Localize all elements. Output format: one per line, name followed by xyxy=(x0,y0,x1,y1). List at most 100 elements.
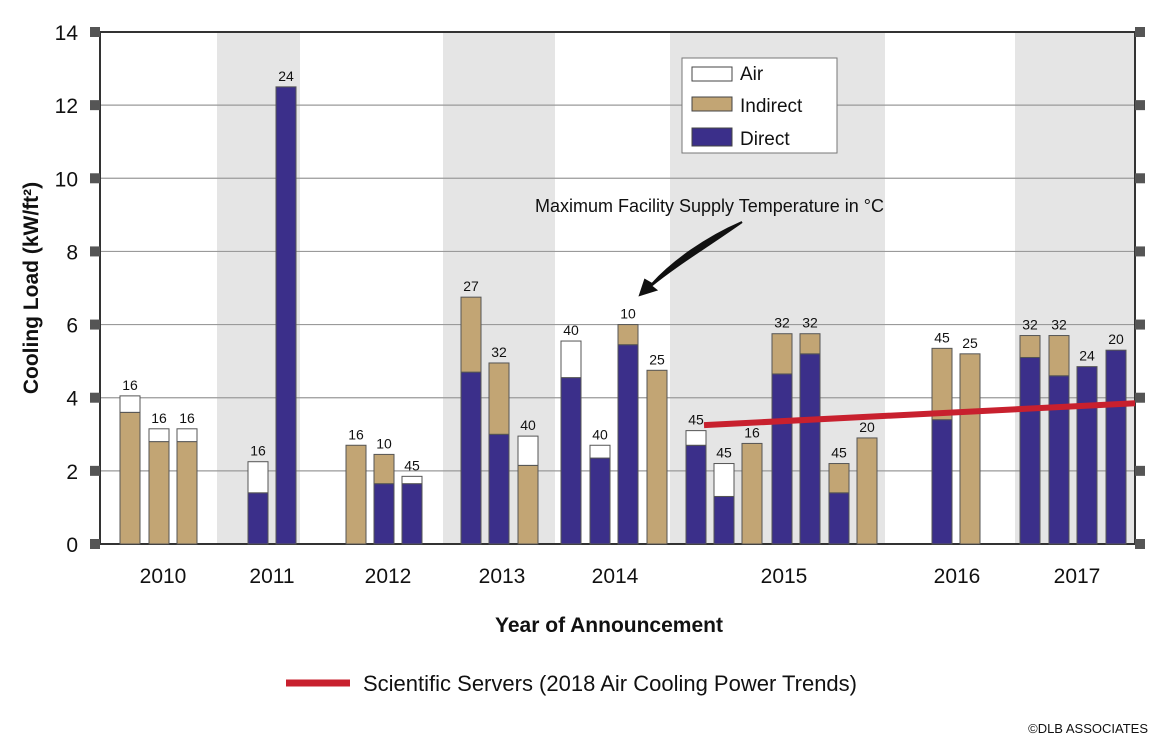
frame-tick-left xyxy=(90,539,100,549)
bar-data-label: 24 xyxy=(1079,348,1095,364)
bar-air-segment xyxy=(148,428,170,443)
bar-indirect-segment xyxy=(148,441,170,545)
y-axis-title: Cooling Load (kW/ft²) xyxy=(20,182,43,394)
bar-data-label: 20 xyxy=(1108,331,1124,347)
bar-data-label: 16 xyxy=(122,377,138,393)
bar-direct-segment xyxy=(799,353,821,545)
bar-data-label: 10 xyxy=(620,306,636,322)
bar-data-label: 32 xyxy=(491,344,507,360)
bar-direct-segment xyxy=(1048,375,1070,545)
y-tick-label: 8 xyxy=(66,241,78,264)
frame-tick-left xyxy=(90,100,100,111)
bar-data-label: 40 xyxy=(563,322,579,338)
x-tick-label: 2015 xyxy=(761,565,808,588)
x-tick-label: 2010 xyxy=(140,565,187,588)
bar-direct-segment xyxy=(589,457,611,545)
bar-air-segment xyxy=(517,435,539,466)
legend: Air Indirect Direct xyxy=(681,57,838,154)
bar-data-label: 27 xyxy=(463,278,479,294)
bar-indirect-segment xyxy=(856,437,878,545)
bar-indirect-segment xyxy=(517,464,539,545)
y-tick-label: 2 xyxy=(66,461,78,484)
y-tick-label: 14 xyxy=(55,22,79,45)
bar-data-label: 40 xyxy=(592,426,608,442)
bar-data-label: 16 xyxy=(744,424,760,440)
bar-data-label: 45 xyxy=(716,445,732,461)
bar-data-label: 32 xyxy=(802,315,818,331)
x-tick-label: 2016 xyxy=(934,565,981,588)
bar-data-label: 16 xyxy=(348,426,364,442)
frame-tick-right xyxy=(1135,246,1145,257)
bar-indirect-segment xyxy=(828,463,850,494)
y-tick-label: 4 xyxy=(66,388,78,411)
year-labels: 2010 2011 2012 2013 2014 2015 2016 2017 xyxy=(140,565,1101,588)
legend-swatch-indirect xyxy=(691,96,733,112)
bar-direct-segment xyxy=(488,433,510,545)
bar-indirect-segment xyxy=(119,411,141,545)
frame-tick-right xyxy=(1135,392,1145,403)
bar-air-segment xyxy=(247,461,269,494)
bar-direct-segment xyxy=(560,377,582,545)
bar-direct-segment xyxy=(373,483,395,545)
x-tick-label: 2017 xyxy=(1054,565,1101,588)
y-tick-label: 0 xyxy=(66,534,78,557)
bar-indirect-segment xyxy=(771,333,793,375)
annotation-text: Maximum Facility Supply Temperature in °… xyxy=(535,196,884,216)
frame-tick-right xyxy=(1135,27,1145,37)
bar-indirect-segment xyxy=(176,441,198,545)
bar-data-label: 45 xyxy=(831,445,847,461)
trend-line xyxy=(703,400,1136,429)
bar-data-label: 45 xyxy=(934,329,950,345)
bar-indirect-segment xyxy=(1019,335,1041,358)
bar-data-label: 32 xyxy=(774,315,790,331)
bar-indirect-segment xyxy=(799,333,821,355)
bar-data-label: 16 xyxy=(250,443,266,459)
x-tick-label: 2013 xyxy=(479,565,526,588)
bar-direct-segment xyxy=(275,86,297,545)
frame-tick-left xyxy=(90,319,100,330)
bar-air-segment xyxy=(560,340,582,379)
bar-indirect-segment xyxy=(488,362,510,435)
bar-data-label: 32 xyxy=(1051,317,1067,333)
bar-direct-segment xyxy=(460,371,482,545)
bar-indirect-segment xyxy=(345,444,367,545)
bar-data-label: 25 xyxy=(962,335,978,351)
bar-indirect-segment xyxy=(741,442,763,545)
bar-air-segment xyxy=(176,428,198,443)
frame-tick-left xyxy=(90,465,100,476)
bar-indirect-segment xyxy=(646,369,668,545)
bar-data-label: 32 xyxy=(1022,317,1038,333)
frame-tick-left xyxy=(90,173,100,184)
bar-indirect-segment xyxy=(959,353,981,545)
bar-air-segment xyxy=(589,444,611,459)
frame-tick-left xyxy=(90,27,100,37)
legend-label-indirect: Indirect xyxy=(740,96,803,117)
bar-air-segment xyxy=(685,430,707,446)
bar-data-label: 45 xyxy=(404,457,420,473)
y-tick-label: 12 xyxy=(55,95,78,118)
legend-swatch-direct xyxy=(691,127,733,147)
bar-air-segment xyxy=(119,395,141,413)
bar-labels: 16 16 16 16 24 16 10 45 27 32 40 40 40 10 25 45 45 16 32 32… xyxy=(122,68,1124,473)
legend-label-direct: Direct xyxy=(740,129,790,150)
bar-direct-segment xyxy=(771,373,793,545)
trend-legend-label: Scientific Servers (2018 Air Cooling Pow… xyxy=(363,671,857,696)
bar-indirect-segment xyxy=(1048,335,1070,377)
y-tick-label: 10 xyxy=(55,168,78,191)
bar-air-segment xyxy=(713,463,735,497)
legend-swatch-air xyxy=(691,66,733,82)
bar-direct-segment xyxy=(685,444,707,545)
bar-direct-segment xyxy=(401,483,423,545)
bar-direct-segment xyxy=(931,419,953,545)
bar-direct-segment xyxy=(1019,356,1041,545)
bar-direct-segment xyxy=(247,492,269,545)
bar-direct-segment xyxy=(1076,366,1098,545)
frame-ticks xyxy=(90,27,1145,549)
bar-air-segment xyxy=(401,475,423,485)
bar-data-label: 25 xyxy=(649,351,665,367)
bar-indirect-segment xyxy=(617,324,639,346)
x-tick-label: 2012 xyxy=(365,565,412,588)
bar-direct-segment xyxy=(617,344,639,545)
bar-data-label: 45 xyxy=(688,412,704,428)
bar-direct-segment xyxy=(713,495,735,545)
